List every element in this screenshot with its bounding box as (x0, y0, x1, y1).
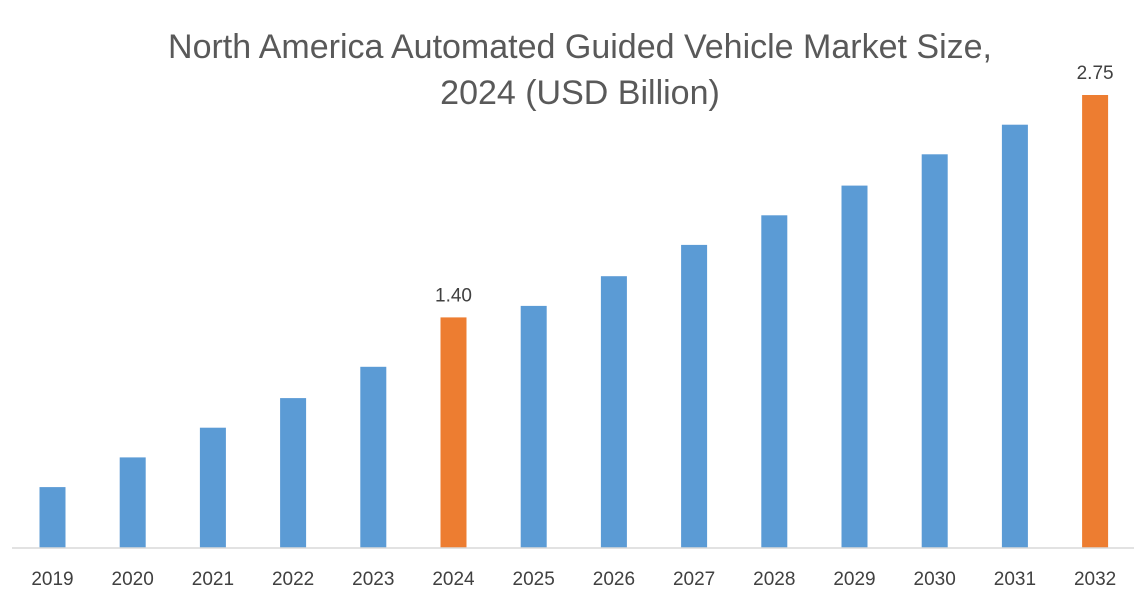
x-tick-label-2023: 2023 (352, 569, 394, 590)
x-tick-label-2030: 2030 (914, 569, 956, 590)
x-tick-label-2025: 2025 (513, 569, 555, 590)
bar-2028 (761, 215, 788, 549)
x-tick-label-2019: 2019 (31, 569, 73, 590)
bar-2026 (600, 276, 627, 548)
bar-2020 (119, 457, 146, 548)
bar-2032 (1082, 95, 1109, 548)
bar-2025 (520, 305, 547, 548)
bars-layer (39, 95, 1109, 549)
bar-2029 (841, 185, 868, 548)
x-tick-label-2021: 2021 (192, 569, 234, 590)
bar-2030 (921, 154, 948, 549)
x-tick-label-2024: 2024 (432, 569, 475, 590)
x-tick-label-2026: 2026 (593, 569, 635, 590)
bar-2031 (1001, 124, 1028, 548)
bar-2027 (681, 244, 708, 548)
bar-2019 (39, 487, 66, 548)
x-axis-ticks: 2019 2020 2021 2022 2023 2024 2025 2026 2027 2028… (31, 569, 1116, 590)
x-tick-label-2020: 2020 (112, 569, 154, 590)
bar-2022 (280, 398, 307, 548)
bar-2021 (199, 427, 226, 548)
data-labels: 1.40 2.75 (435, 63, 1114, 306)
chart-title-line-2: 2024 (USD Billion) (440, 74, 720, 112)
bar-2023 (360, 366, 387, 548)
x-tick-label-2022: 2022 (272, 569, 314, 590)
x-tick-label-2029: 2029 (833, 569, 875, 590)
x-tick-label-2032: 2032 (1074, 569, 1116, 590)
bar-2024 (440, 317, 467, 548)
x-tick-label-2031: 2031 (994, 569, 1036, 590)
x-tick-label-2027: 2027 (673, 569, 715, 590)
data-label-2024: 1.40 (435, 285, 472, 306)
data-label-2032: 2.75 (1077, 63, 1114, 84)
x-tick-label-2028: 2028 (753, 569, 795, 590)
chart-title-line-1: North America Automated Guided Vehicle M… (168, 28, 992, 66)
